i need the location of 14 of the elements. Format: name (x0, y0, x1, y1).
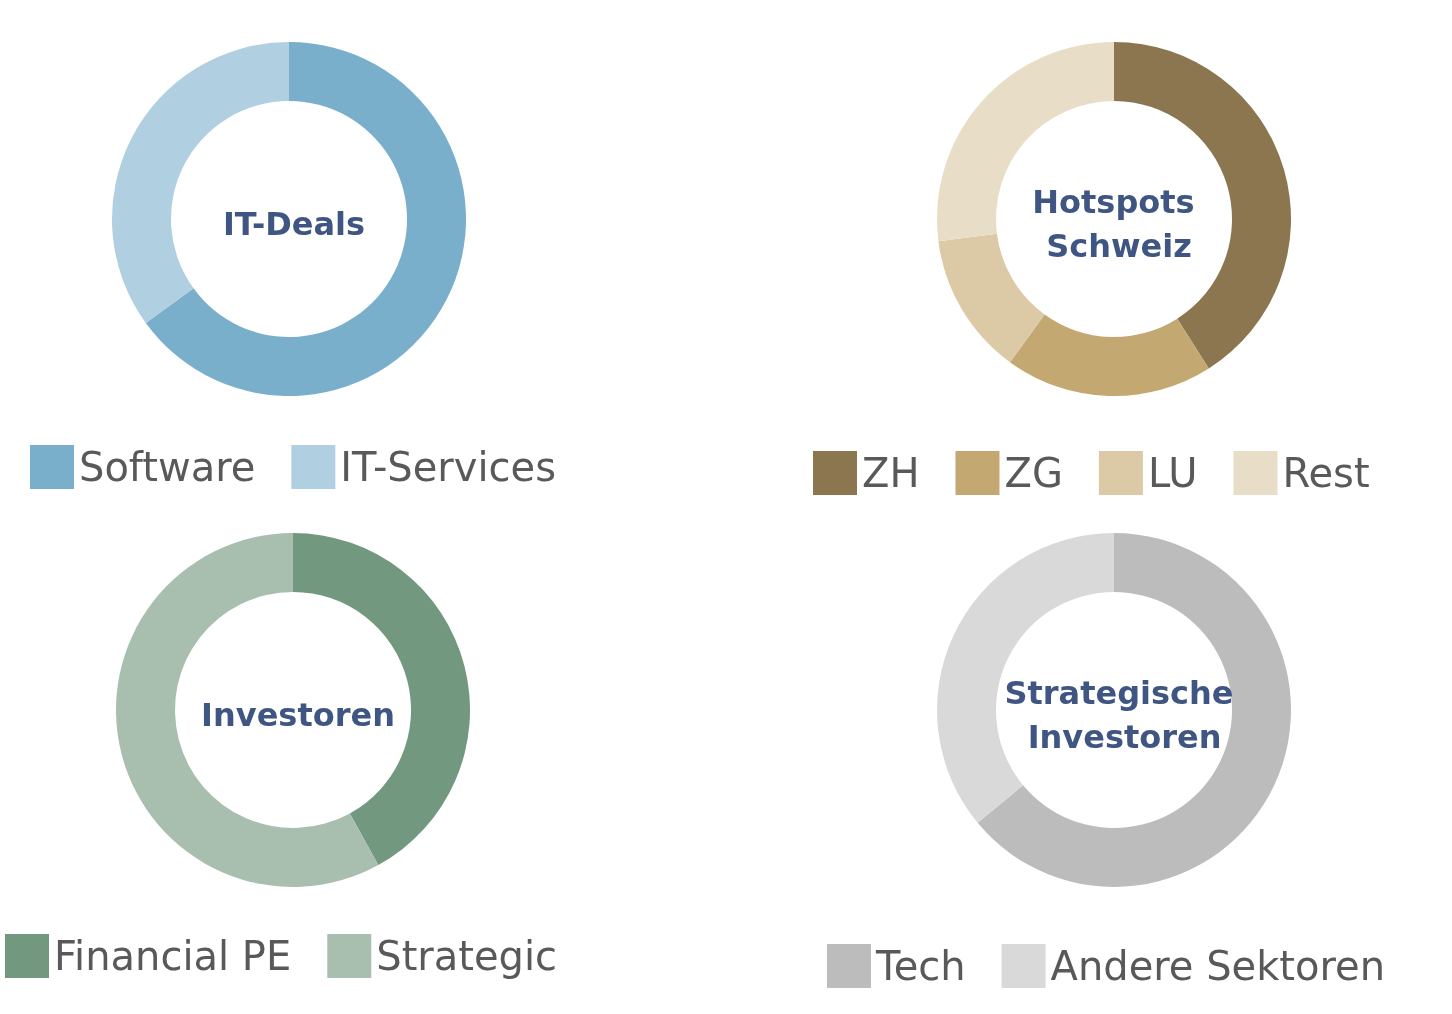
legend-label: ZH (862, 450, 920, 496)
legend-label: Tech (875, 943, 966, 989)
legend-label: Financial PE (54, 933, 292, 979)
legend-label: Strategic (376, 933, 558, 979)
legend-label: Rest (1282, 450, 1370, 496)
legend-label: Software (79, 444, 256, 490)
text: Strategische Investoren (1004, 674, 1234, 756)
text: IT-Deals (222, 205, 366, 243)
text: Investoren (201, 696, 395, 734)
legend-label: ZG (1004, 450, 1063, 496)
text: Hotspots Schweiz (1032, 183, 1206, 265)
legend-label: IT-Services (340, 444, 556, 490)
legend-label: Andere Sektoren (1050, 943, 1386, 989)
legend-label: LU (1147, 450, 1198, 496)
